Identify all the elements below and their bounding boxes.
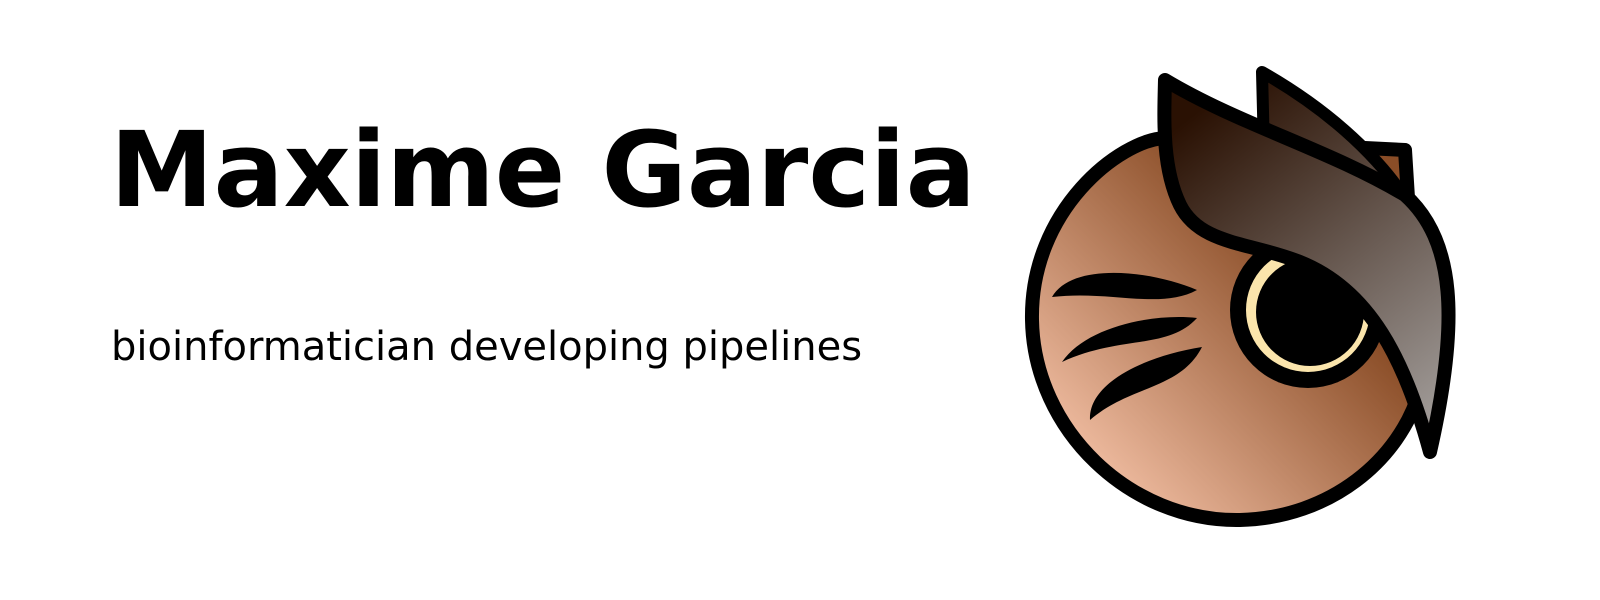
author-tagline: bioinformatician developing pipelines	[111, 324, 863, 370]
owl-mascot-icon	[1024, 66, 1456, 528]
owl-cheek-marks	[1052, 272, 1202, 420]
owl-feather-brow	[1157, 73, 1456, 459]
author-name: Maxime Garcia	[110, 109, 976, 231]
